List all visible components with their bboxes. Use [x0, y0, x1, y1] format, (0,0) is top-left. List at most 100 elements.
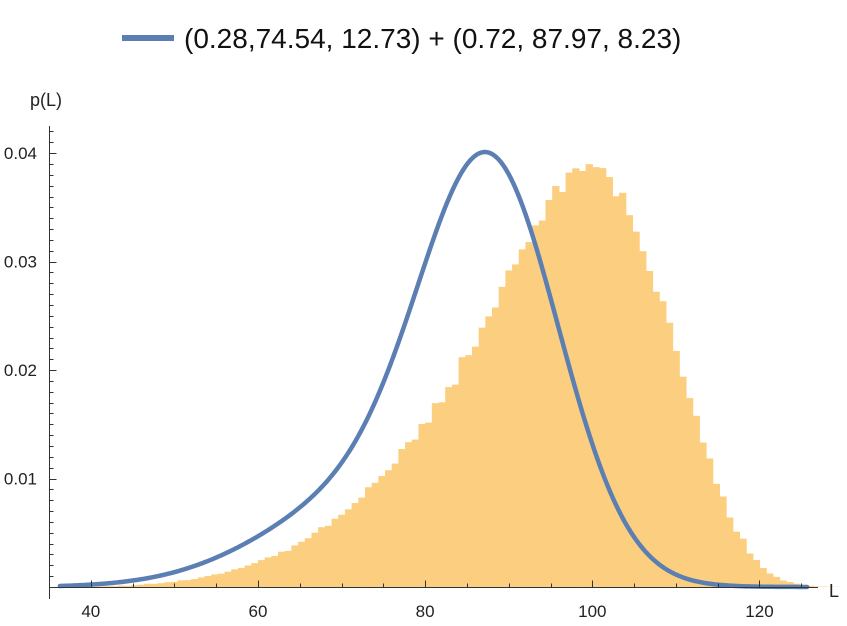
histogram-bar — [271, 555, 279, 587]
histogram-bar — [772, 576, 781, 587]
histogram-bar — [766, 573, 774, 587]
histogram-bar — [391, 463, 399, 587]
histogram-bar — [425, 422, 433, 587]
histogram-bar — [498, 286, 506, 587]
histogram-bar — [291, 545, 299, 587]
histogram-bar — [231, 569, 239, 587]
histogram-bars — [70, 164, 841, 588]
histogram-bar — [485, 316, 493, 587]
histogram-bar — [806, 585, 814, 587]
histogram-bar — [278, 551, 286, 587]
y-tick-label: 0.01 — [4, 470, 37, 489]
histogram-bar — [578, 171, 587, 587]
histogram-bar — [465, 355, 473, 587]
histogram-bar — [117, 585, 125, 587]
histogram-bar — [478, 327, 486, 587]
histogram-bar — [538, 220, 547, 588]
histogram-bar — [612, 196, 620, 588]
histogram-bar — [124, 585, 132, 587]
histogram-bar — [164, 582, 172, 587]
histogram-bar — [311, 532, 319, 587]
histogram-bar — [812, 586, 821, 587]
x-tick-label: 100 — [578, 602, 606, 621]
x-tick-label: 120 — [745, 602, 773, 621]
x-ticks: 40 60 80 100 120 — [81, 580, 802, 621]
histogram-bar — [251, 563, 259, 587]
fit-curve-layer — [57, 149, 810, 590]
histogram-bar — [157, 583, 165, 587]
histogram-bar — [445, 387, 453, 587]
histogram-bar — [726, 517, 734, 587]
histogram-bar — [130, 585, 139, 587]
histogram-bar — [625, 215, 634, 587]
histogram-bar — [505, 270, 513, 587]
axes: 40 60 80 100 120 0.01 0.02 0.03 0.04 L p(L) — [4, 90, 839, 621]
histogram-bar — [599, 168, 607, 587]
histogram-bar — [545, 199, 553, 588]
histogram-bar — [565, 172, 573, 587]
histogram-bar — [532, 225, 540, 588]
histogram-bar — [318, 527, 326, 587]
y-tick-label: 0.02 — [4, 361, 37, 380]
histogram-bar — [150, 583, 159, 587]
histogram-bar — [572, 168, 580, 588]
histogram-bar — [177, 580, 186, 587]
histogram-bar — [197, 577, 206, 587]
histogram-bar — [719, 496, 727, 587]
histogram-bar — [351, 503, 359, 587]
y-tick-label: 0.03 — [4, 253, 37, 272]
histogram-bar — [619, 192, 627, 587]
histogram-bar — [217, 573, 226, 587]
histogram-bar — [632, 231, 640, 587]
histogram-bar — [284, 550, 293, 587]
histogram-bar — [558, 191, 567, 587]
histogram-bar — [746, 553, 754, 587]
histogram-bar — [786, 582, 794, 587]
histogram-bar — [110, 586, 119, 587]
histogram-bar — [224, 571, 232, 587]
y-tick-label: 0.04 — [4, 144, 37, 163]
histogram-bar — [344, 509, 353, 587]
histogram-bar — [639, 251, 647, 587]
histogram-bar — [652, 291, 660, 587]
histogram-bar — [104, 586, 112, 587]
histogram-bar — [338, 514, 346, 587]
histogram-bar — [471, 346, 480, 587]
histogram-bar — [244, 565, 252, 587]
x-axis-label: L — [829, 581, 839, 601]
histogram-bar — [298, 541, 306, 587]
histogram-bar — [699, 442, 707, 587]
histogram-bar — [665, 322, 674, 587]
histogram-bar — [264, 557, 272, 587]
histogram-bar — [237, 567, 246, 587]
histogram-bar — [257, 560, 266, 587]
histogram-bar — [451, 384, 460, 587]
mixture-fit-curve — [57, 149, 810, 590]
histogram-bar — [438, 402, 446, 587]
histogram-bar — [398, 449, 406, 587]
histogram-bar — [324, 525, 333, 587]
histogram-bar — [378, 475, 386, 587]
histogram-bar — [705, 458, 714, 587]
histogram-bar — [358, 497, 366, 587]
x-tick-label: 80 — [416, 602, 435, 621]
x-tick-label: 40 — [81, 602, 100, 621]
histogram-bar — [518, 249, 527, 587]
histogram-bar — [645, 270, 654, 587]
y-ticks: 0.01 0.02 0.03 0.04 — [4, 131, 57, 577]
histogram-bar — [371, 482, 379, 587]
histogram-bar — [191, 579, 199, 587]
histogram-bar — [204, 576, 212, 587]
histogram-bar — [552, 185, 560, 588]
y-axis-label: p(L) — [30, 90, 62, 110]
histogram-bar — [525, 242, 533, 587]
histogram-bar — [137, 584, 145, 587]
histogram-bar — [752, 559, 761, 587]
histogram-bar — [585, 164, 593, 587]
histogram-bar — [779, 580, 787, 587]
x-tick-label: 60 — [249, 602, 268, 621]
histogram-bar — [732, 531, 741, 587]
histogram-bar — [692, 415, 700, 587]
histogram-bar — [418, 423, 426, 587]
